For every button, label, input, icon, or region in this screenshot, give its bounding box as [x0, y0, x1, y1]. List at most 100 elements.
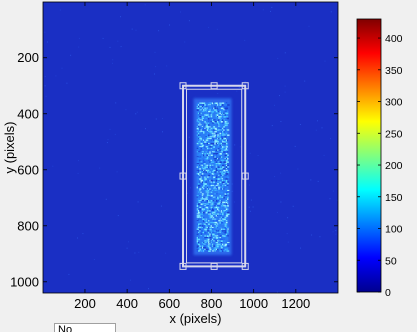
noise-speck: [166, 65, 168, 67]
signal-speck: [219, 102, 221, 104]
signal-speck: [203, 225, 205, 227]
signal-speck: [205, 114, 207, 116]
signal-speck: [208, 211, 210, 214]
signal-speck: [209, 188, 211, 190]
signal-speck: [198, 237, 200, 239]
signal-speck: [203, 218, 205, 221]
signal-speck: [200, 218, 203, 220]
signal-speck: [220, 191, 223, 194]
signal-speck: [205, 127, 207, 129]
signal-speck: [214, 205, 217, 207]
signal-speck: [211, 132, 214, 134]
signal-speck: [218, 124, 220, 126]
signal-speck: [227, 181, 230, 183]
roi-resize-handle[interactable]: [241, 82, 249, 90]
roi-resize-handle[interactable]: [179, 172, 187, 180]
signal-speck: [196, 226, 198, 229]
signal-speck: [214, 200, 216, 202]
signal-speck: [196, 142, 199, 145]
signal-speck: [203, 110, 205, 112]
noise-speck: [145, 128, 146, 130]
signal-speck: [205, 139, 208, 141]
noise-speck: [234, 144, 236, 146]
roi-resize-handle[interactable]: [210, 82, 218, 90]
signal-speck: [227, 205, 229, 207]
signal-speck: [224, 142, 227, 145]
signal-speck: [224, 205, 227, 207]
signal-speck: [206, 191, 210, 193]
signal-speck: [203, 127, 206, 130]
axes-frame: [42, 1, 339, 294]
signal-speck: [219, 235, 222, 237]
signal-speck: [213, 245, 215, 247]
noise-speck: [61, 67, 63, 69]
signal-speck: [213, 119, 216, 121]
signal-speck: [224, 154, 227, 157]
signal-speck: [208, 178, 211, 180]
signal-speck: [199, 176, 202, 178]
roi-resize-handle[interactable]: [210, 262, 218, 270]
signal-speck: [199, 134, 201, 136]
roi-resize-handle[interactable]: [179, 262, 187, 270]
signal-speck: [209, 179, 211, 182]
signal-speck: [215, 235, 217, 237]
noise-speck: [317, 180, 319, 182]
signal-speck: [218, 243, 221, 246]
signal-speck: [206, 169, 209, 172]
colorbar[interactable]: 0 50 100 150 200 250 300 350 400: [356, 18, 403, 299]
signal-speck: [196, 231, 200, 234]
roi-resize-handle[interactable]: [179, 82, 187, 90]
signal-speck: [204, 220, 207, 222]
signal-speck: [215, 154, 218, 156]
signal-speck: [225, 117, 228, 119]
roi-resize-handle[interactable]: [241, 172, 249, 180]
signal-speck: [208, 116, 210, 118]
signal-speck: [225, 201, 229, 204]
signal-speck: [218, 203, 220, 205]
signal-speck: [225, 116, 229, 118]
roi-resize-handle[interactable]: [241, 262, 249, 270]
signal-speck: [223, 129, 225, 131]
signal-speck: [213, 169, 216, 172]
signal-speck: [219, 119, 221, 122]
signal-speck: [219, 110, 222, 113]
signal-speck: [219, 198, 221, 200]
signal-speck: [203, 116, 205, 117]
roi-rectangle[interactable]: [179, 82, 249, 270]
signal-speck: [196, 242, 199, 244]
noise-speck: [276, 291, 278, 293]
signal-speck: [206, 188, 209, 190]
signal-speck: [217, 171, 220, 173]
signal-speck: [196, 248, 198, 251]
signal-speck: [204, 141, 207, 143]
signal-speck: [208, 186, 210, 189]
signal-speck: [213, 121, 215, 123]
signal-speck: [196, 166, 198, 168]
signal-speck: [227, 228, 229, 230]
image-axes[interactable]: 200 400 600 800 1000 1200 200 400 600 800 1000: [10, 1, 339, 311]
noise-speck: [248, 240, 250, 242]
signal-speck: [214, 193, 217, 195]
signal-speck: [214, 159, 217, 161]
option-dropdown[interactable]: No: [54, 323, 116, 332]
signal-speck: [204, 109, 206, 111]
signal-speck: [224, 231, 227, 234]
signal-speck: [211, 169, 214, 172]
signal-speck: [217, 205, 220, 207]
signal-speck: [203, 230, 205, 232]
signal-speck: [224, 124, 227, 127]
signal-speck: [214, 171, 217, 173]
signal-speck: [227, 122, 229, 124]
signal-speck: [224, 216, 227, 219]
signal-speck: [198, 141, 201, 143]
signal-speck: [223, 149, 226, 151]
signal-speck: [213, 243, 215, 245]
signal-speck: [209, 117, 211, 119]
signal-speck: [223, 183, 225, 185]
signal-speck: [209, 102, 212, 104]
roi-outline[interactable]: [182, 84, 247, 268]
signal-speck: [210, 211, 213, 214]
signal-speck: [209, 105, 212, 108]
signal-speck: [220, 231, 222, 233]
signal-speck: [224, 114, 226, 116]
